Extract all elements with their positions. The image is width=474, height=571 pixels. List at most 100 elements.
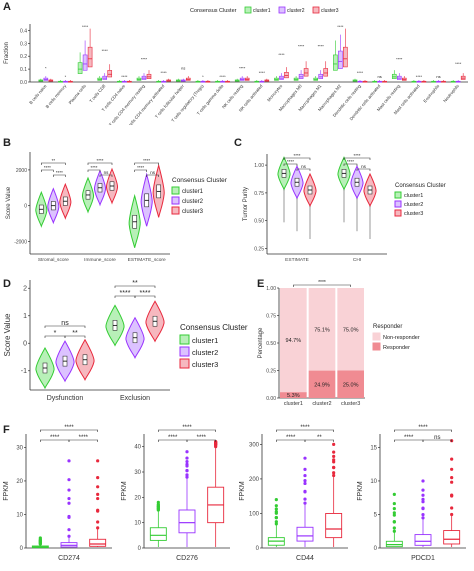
a-box	[82, 54, 88, 71]
f-cd44-outlier	[303, 467, 307, 472]
f-cd44-box	[325, 513, 343, 539]
b-y-axis-label: Score Value	[6, 186, 12, 219]
a-legend-item: cluster3	[321, 8, 339, 14]
f-cd276-outlier	[156, 503, 160, 507]
b-sig-label: ns	[150, 170, 156, 175]
c-sig-bracket	[296, 168, 311, 171]
c-legend-item: cluster3	[404, 211, 423, 217]
d-sig-bracket	[64, 335, 86, 338]
f-pdcd1-outlier	[450, 493, 454, 497]
d-legend-swatch	[179, 334, 190, 345]
f-cd274-outlier	[96, 475, 100, 480]
f-cd44-ytick-label: 0	[256, 546, 260, 552]
f-pdcd1-ytick-label: 0	[374, 546, 378, 552]
d-xtick-label: Exclusion	[120, 395, 150, 402]
f-pdcd1-ytick-label: 5	[374, 512, 378, 518]
b-legend-title: Consensus Cluster	[172, 177, 228, 184]
c-sig-bracket	[356, 168, 371, 171]
c-sig-label: ****	[293, 153, 300, 158]
a-xtick-label: Eosinophils	[422, 83, 440, 103]
panel-label-f: F	[3, 424, 10, 436]
f-cd44-y-axis-label: FPKM	[239, 481, 246, 501]
e-legend-title: Responder	[373, 324, 402, 330]
f-cd44-sig-label: ****	[286, 435, 296, 441]
f-cd274-sig-label: ****	[50, 435, 60, 441]
e-legend-swatch	[372, 332, 381, 341]
f-cd44-outlier	[274, 498, 278, 502]
f-cd276-y-axis-label: FPKM	[121, 481, 128, 501]
a-xtick-label: Plasma cells	[68, 83, 87, 105]
f-pdcd1-y-axis-label: FPKM	[357, 481, 364, 501]
chart-c: 0.25 0.50 0.75 1.00 Tumor Purity **** ns **** ES…	[243, 153, 446, 263]
e-ytick-label: 0.25	[266, 369, 276, 375]
f-cd276-outlier	[185, 473, 189, 477]
f-cd276-ytick-label: 20	[134, 495, 141, 501]
b-sig-label: ****	[90, 165, 97, 170]
f-cd44-outlier	[303, 497, 307, 501]
d-sig-label: **	[72, 330, 78, 337]
f-cd276-outlier	[185, 450, 189, 454]
f-cd44-outlier	[332, 450, 336, 454]
f-cd44-outlier	[274, 511, 278, 515]
f-cd44-outlier	[332, 454, 336, 459]
f-cd44-outlier	[303, 479, 307, 483]
c-sig-label: ****	[347, 159, 354, 164]
c-ytick-label: 1.00	[254, 163, 264, 169]
f-cd44-sig-label: ****	[300, 425, 310, 431]
f-cd44-outlier	[303, 473, 307, 478]
f-cd274-sig-bracket	[40, 429, 98, 432]
f-cd276-box	[178, 509, 196, 534]
d-sig-label: **	[132, 280, 138, 287]
d-sig-bracket	[134, 295, 156, 298]
b-sig-label: **	[52, 158, 56, 163]
a-sig-label: *	[45, 65, 47, 70]
f-cd44-outlier	[332, 473, 336, 478]
a-xtick-label: T cells CD4 memory resting	[108, 83, 146, 125]
f-cd44-outlier	[332, 471, 336, 475]
c-sig-label: ns	[361, 164, 367, 169]
f-pdcd1-outlier	[392, 526, 396, 530]
d-legend-item: cluster3	[192, 360, 218, 369]
f-cd276-ytick-label: 0	[138, 546, 142, 552]
f-cd274-sig-label: ****	[79, 435, 89, 441]
a-sig-label: ****	[318, 43, 325, 48]
f-pdcd1-outlier	[392, 519, 396, 524]
f-pdcd1-outlier	[392, 513, 396, 517]
f-pdcd1-outlier	[421, 493, 425, 497]
f-cd274-sig-label: ****	[64, 425, 74, 431]
c-legend-swatch	[394, 209, 402, 217]
f-cd276-box	[149, 527, 167, 541]
e-value-label: 75.0%	[343, 327, 359, 333]
a-sig-label: ns	[378, 74, 382, 79]
panel-label-d: D	[3, 278, 11, 290]
e-value-label: 5.3%	[287, 393, 300, 399]
c-sig-label: ****	[353, 153, 360, 158]
f-pdcd1-sig-label: ****	[404, 435, 414, 441]
f-cd276-ytick-label: 30	[134, 470, 141, 476]
b-sig-bracket	[53, 174, 66, 177]
c-sig-bracket	[283, 163, 298, 166]
f-cd274-outlier	[96, 485, 100, 489]
chart-a: 0.0 0.1 0.2 0.3 0.4 Fraction Consensus Cluster…	[4, 6, 468, 130]
f-cd44-outlier	[332, 465, 336, 469]
e-bar-responder	[337, 370, 364, 398]
f-pdcd1-outlier	[450, 512, 454, 517]
f-cd44-outlier	[303, 481, 307, 486]
a-box	[284, 72, 289, 79]
e-xtick-label: cluster2	[312, 401, 331, 407]
a-sig-label: ****	[141, 57, 148, 62]
e-legend-item: Responder	[383, 345, 410, 351]
panel-e: E 0.00 0.25 0.50 0.75 1.00 Percentage 94.7% 5.3…	[255, 270, 474, 415]
d-ytick-label: 0	[23, 340, 27, 347]
b-sig-bracket	[134, 162, 159, 165]
panel-b: B -2000 0 2000 Score Value **** **** ** Stromal…	[0, 132, 237, 267]
f-cd276-sig-label: ****	[168, 435, 178, 441]
a-box	[333, 54, 338, 71]
a-sig-label: ns	[436, 74, 440, 79]
b-sig-label: ns	[104, 170, 110, 175]
f-pdcd1-ytick-label: 15	[370, 445, 377, 451]
d-xtick-label: Dysfunction	[47, 395, 84, 402]
panel-label-b: B	[3, 137, 11, 149]
e-bar-responder	[280, 392, 307, 398]
e-value-label: 24.9%	[314, 382, 330, 388]
